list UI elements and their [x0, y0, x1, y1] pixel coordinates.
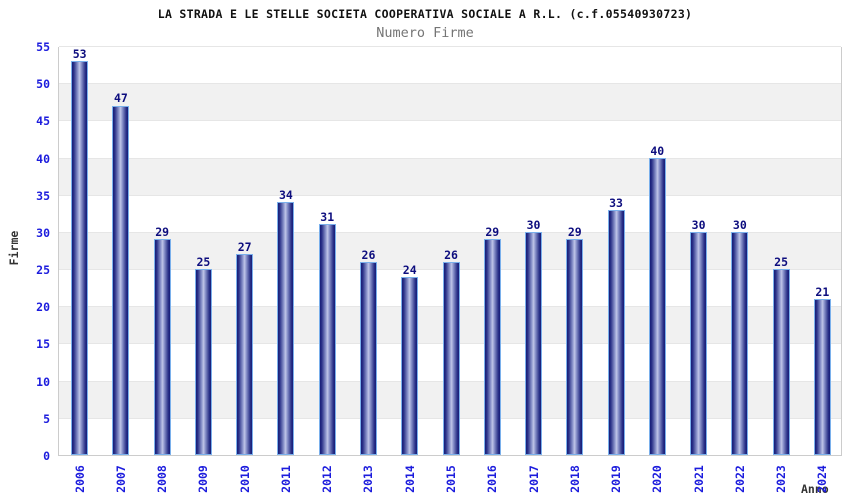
bar-value-label: 40: [650, 143, 665, 158]
bar[interactable]: [236, 254, 254, 455]
x-tick-label: 2021: [691, 465, 706, 493]
x-tick-label: 2014: [402, 465, 417, 493]
y-tick-label: 15: [36, 337, 50, 352]
y-tick-label: 55: [36, 40, 50, 54]
bar[interactable]: [731, 231, 749, 455]
bar-value-label: 24: [402, 262, 417, 277]
bar[interactable]: [442, 261, 460, 455]
y-tick-label: 40: [36, 151, 50, 166]
bar[interactable]: [153, 239, 171, 455]
bar-value-label: 29: [567, 225, 582, 240]
bar[interactable]: [690, 231, 708, 455]
x-tick-label: 2011: [278, 465, 293, 493]
bar[interactable]: [566, 239, 584, 455]
bar[interactable]: [71, 60, 89, 455]
x-tick-label: 2010: [237, 465, 252, 493]
bar[interactable]: [277, 202, 295, 455]
x-tick-label: 2008: [155, 465, 170, 493]
bar[interactable]: [483, 239, 501, 455]
chart-title: LA STRADA E LE STELLE SOCIETA COOPERATIV…: [157, 7, 693, 21]
y-tick-label: 25: [36, 263, 50, 278]
bar-value-label: 30: [691, 217, 706, 232]
y-tick-label: 20: [36, 300, 50, 315]
y-tick-label: 5: [43, 411, 50, 426]
bar[interactable]: [112, 105, 130, 455]
bar-value-label: 33: [609, 195, 623, 210]
y-tick-label: 45: [36, 114, 50, 129]
y-tick-label: 50: [36, 77, 50, 92]
bar-value-label: 29: [155, 225, 170, 240]
x-tick-label: 2016: [485, 465, 500, 493]
bar[interactable]: [813, 298, 831, 455]
bar[interactable]: [772, 269, 790, 455]
bar-value-label: 34: [279, 188, 293, 203]
bar[interactable]: [607, 209, 625, 455]
bar-value-label: 30: [526, 217, 541, 232]
x-tick-label: 2017: [526, 465, 541, 493]
bar-value-label: 47: [113, 91, 128, 106]
bar-value-label: 25: [196, 255, 211, 270]
x-tick-label: 2020: [650, 465, 665, 493]
grid-band: [59, 194, 841, 232]
y-tick-label: 0: [43, 449, 50, 463]
y-tick-label: 10: [36, 374, 50, 389]
x-tick-label: 2018: [567, 465, 582, 493]
y-tick-label: 35: [36, 188, 50, 203]
grid-band: [59, 46, 841, 84]
x-tick-label: 2022: [732, 465, 747, 493]
x-tick-label: 2012: [320, 465, 335, 493]
x-tick-label: 2009: [196, 465, 211, 493]
x-tick-label: 2007: [113, 465, 128, 493]
bar[interactable]: [401, 276, 419, 455]
bar[interactable]: [648, 157, 666, 455]
bar-value-label: 26: [444, 247, 458, 262]
x-tick-label: 2023: [774, 465, 789, 493]
bar-value-label: 30: [732, 217, 747, 232]
bar[interactable]: [359, 261, 377, 455]
chart-subtitle: Numero Firme: [376, 25, 474, 41]
bar[interactable]: [194, 269, 212, 455]
bar-value-label: 29: [485, 225, 500, 240]
grid-band: [59, 120, 841, 158]
bar-value-label: 26: [361, 247, 376, 262]
grid-band: [59, 83, 841, 121]
plot-area: 53 47 29 25 27 34 31 26 24 26 29 30 29 33 40 30 30 25 21: [58, 46, 842, 456]
x-tick-label: 2013: [361, 465, 376, 493]
bar-value-label: 27: [237, 240, 252, 255]
bar-value-label: 31: [320, 210, 335, 225]
grid-band: [59, 157, 841, 195]
x-axis-title: Anno: [801, 482, 829, 496]
x-tick-label: 2019: [609, 465, 624, 493]
x-tick-label: 2015: [444, 465, 458, 493]
x-tick-label: 2006: [72, 465, 87, 493]
x-tick-label: 2024: [815, 465, 830, 493]
bar-value-label: 25: [774, 255, 789, 270]
bar-value-label: 21: [815, 284, 830, 299]
bar-value-label: 53: [72, 46, 87, 61]
bar[interactable]: [318, 224, 336, 455]
bar[interactable]: [525, 231, 543, 455]
y-tick-label: 30: [36, 225, 50, 240]
